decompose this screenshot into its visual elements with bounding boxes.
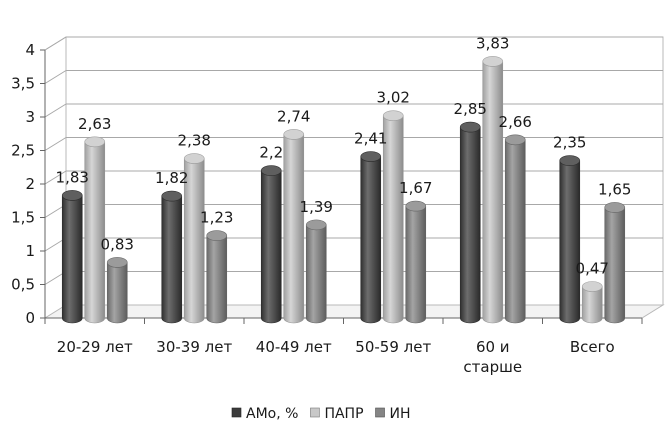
bar-top [206,230,228,241]
gridline-side [44,70,67,84]
bar-top [161,190,183,202]
bar-body [504,139,526,324]
x-tick-label: 20-29 лет [57,338,133,356]
bar-body [360,156,382,324]
bar [305,219,327,324]
y-tick-label: 1 [25,242,35,260]
data-label: 2,66 [499,113,532,131]
x-tick-label: 60 и старше [463,338,522,376]
bar-body [581,286,603,324]
bar [559,155,581,324]
bar [405,200,427,324]
bar-top [360,151,382,162]
bar-body [260,170,282,324]
bar [604,202,626,324]
bars [61,56,626,324]
bar-body [106,262,128,324]
y-tick-label: 2,5 [11,142,35,160]
bar-body [305,224,327,324]
data-label: 2,41 [354,130,387,148]
x-tick-label: 30-39 лет [156,338,232,356]
data-label: 0,83 [101,235,134,253]
data-label: 1,67 [399,179,432,197]
bar-body [283,134,305,324]
data-label: 1,82 [155,169,188,187]
data-label: 1,65 [598,180,631,198]
bar-top [84,136,106,148]
bar [459,121,481,324]
legend-swatch [231,407,242,418]
bar [260,165,282,324]
data-label: 2,63 [78,115,111,133]
data-label: 2,74 [277,107,310,125]
y-tick-label: 3 [25,108,35,126]
bar-top [459,121,481,133]
bar-top [559,155,581,166]
bar-top [283,129,305,140]
bar-top [106,257,128,268]
gridline-side [44,137,67,151]
y-tick-label: 4 [25,41,35,59]
bar [283,129,305,324]
y-tick-label: 2 [25,175,35,193]
bar [360,151,382,324]
data-label: 2,35 [553,134,586,152]
data-label: 1,39 [300,198,333,216]
bar-top [504,134,526,146]
bar-body [161,195,183,324]
y-tick-label: 1,5 [11,209,35,227]
data-label: 0,47 [576,260,609,278]
bar-top [305,219,327,231]
gridline-side [44,36,67,51]
y-tick-label: 0 [25,309,35,327]
bar-top [260,165,282,176]
bar-top [581,281,603,292]
y-tick-label: 0,5 [11,276,35,294]
bar [161,190,183,324]
bar [106,257,128,324]
data-label: 2,2 [259,144,283,162]
bar-top [604,202,626,213]
legend-label: ИН [390,406,411,422]
x-tick-label: 50-59 лет [355,338,431,356]
legend-swatch [310,407,320,418]
bar [581,281,603,324]
legend-label: ПАПР [324,406,363,422]
bar [206,230,228,324]
data-labels: 1,83 2,63 0,83 1,82 2,38 1,23 2,2 2,74 1,39 2,41 3… [56,34,632,277]
legend-swatch [375,407,385,418]
bar-body [405,206,427,324]
legend: АМо, % ПАПР ИН [231,406,411,422]
x-tick-label: 40-49 лет [256,338,332,356]
bar-body [61,195,83,324]
data-label: 2,38 [178,132,211,150]
bar-body [206,235,228,324]
data-label: 2,85 [454,100,487,118]
bar [382,110,404,324]
bar [504,134,526,324]
bar-top [405,200,427,212]
axes: 0 0,5 1 1,5 2 2,5 3 3,5 4 20-29 лет 30-39 лет 40-49… [11,41,643,376]
gridline-side [44,170,67,185]
x-tick-label: Всего [570,338,615,356]
bar-body [459,126,481,324]
bar [61,190,83,324]
legend-label: АМо, % [246,406,298,422]
data-label: 3,02 [377,89,410,107]
y-tick-label: 3,5 [11,75,35,93]
bar-top [382,110,404,121]
bar-body [559,160,581,324]
bar-top [482,56,504,67]
data-label: 1,23 [200,209,233,227]
bar [84,136,106,324]
bar-top [183,153,205,164]
bar [482,56,504,324]
gridline-side [44,103,67,118]
data-label: 3,83 [476,34,509,52]
bar-top [61,190,83,201]
bar [183,153,205,324]
data-label: 1,83 [56,168,89,186]
